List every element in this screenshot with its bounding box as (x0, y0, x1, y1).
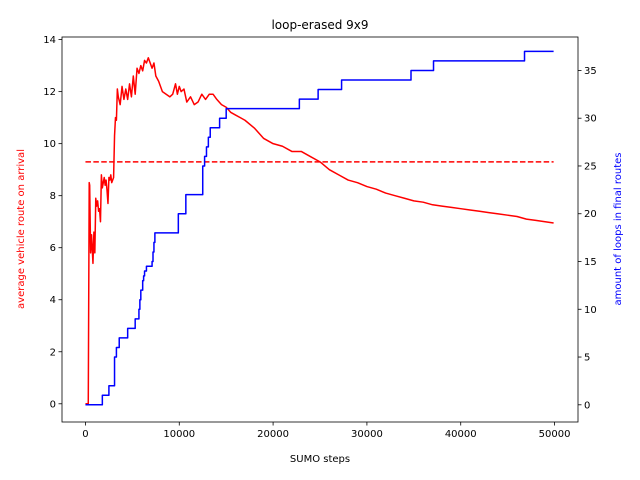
y-left-tick-label: 6 (50, 243, 56, 254)
y-right-tick-label: 25 (584, 161, 597, 172)
avg-route-series-line (85, 57, 554, 405)
x-tick-label: 0 (82, 429, 88, 440)
loops-series-line (85, 50, 554, 406)
y-left-tick-label: 0 (50, 399, 56, 410)
y-right-tick-label: 10 (584, 305, 597, 316)
y-left-tick-label: 12 (43, 87, 56, 98)
plot-area (62, 37, 578, 422)
x-tick-label: 40000 (445, 429, 477, 440)
y-right-tick-label: 0 (584, 400, 590, 411)
x-axis-label: SUMO steps (290, 454, 350, 465)
y-right-tick-label: 35 (584, 66, 597, 77)
x-tick-label: 20000 (257, 429, 289, 440)
y-left-tick-label: 14 (43, 35, 56, 46)
y-left-tick-label: 2 (50, 347, 56, 358)
x-tick-label: 50000 (539, 429, 571, 440)
y-left-tick-label: 4 (50, 295, 56, 306)
plot-background (62, 37, 578, 422)
y-right-tick-label: 30 (584, 114, 597, 125)
y-left-tick-label: 8 (50, 191, 56, 202)
x-tick-label: 10000 (163, 429, 195, 440)
y-axis-right-label: amount of loops in final routes (613, 153, 624, 306)
x-tick-label: 30000 (351, 429, 383, 440)
plot-frame (61, 36, 579, 423)
y-right-tick-label: 15 (584, 257, 597, 268)
series-layer (85, 50, 554, 406)
chart-title: loop-erased 9x9 (271, 18, 368, 32)
axes-layer: 0 10000 20000 30000 40000 50000 0 2 4 6 8 10 12 14 0 5 1… (43, 35, 596, 440)
y-axis-left-label: average vehicle route on arrival (16, 149, 27, 309)
y-right-tick-label: 5 (584, 353, 590, 364)
y-right-tick-label: 20 (584, 209, 597, 220)
y-left-tick-label: 10 (43, 139, 56, 150)
